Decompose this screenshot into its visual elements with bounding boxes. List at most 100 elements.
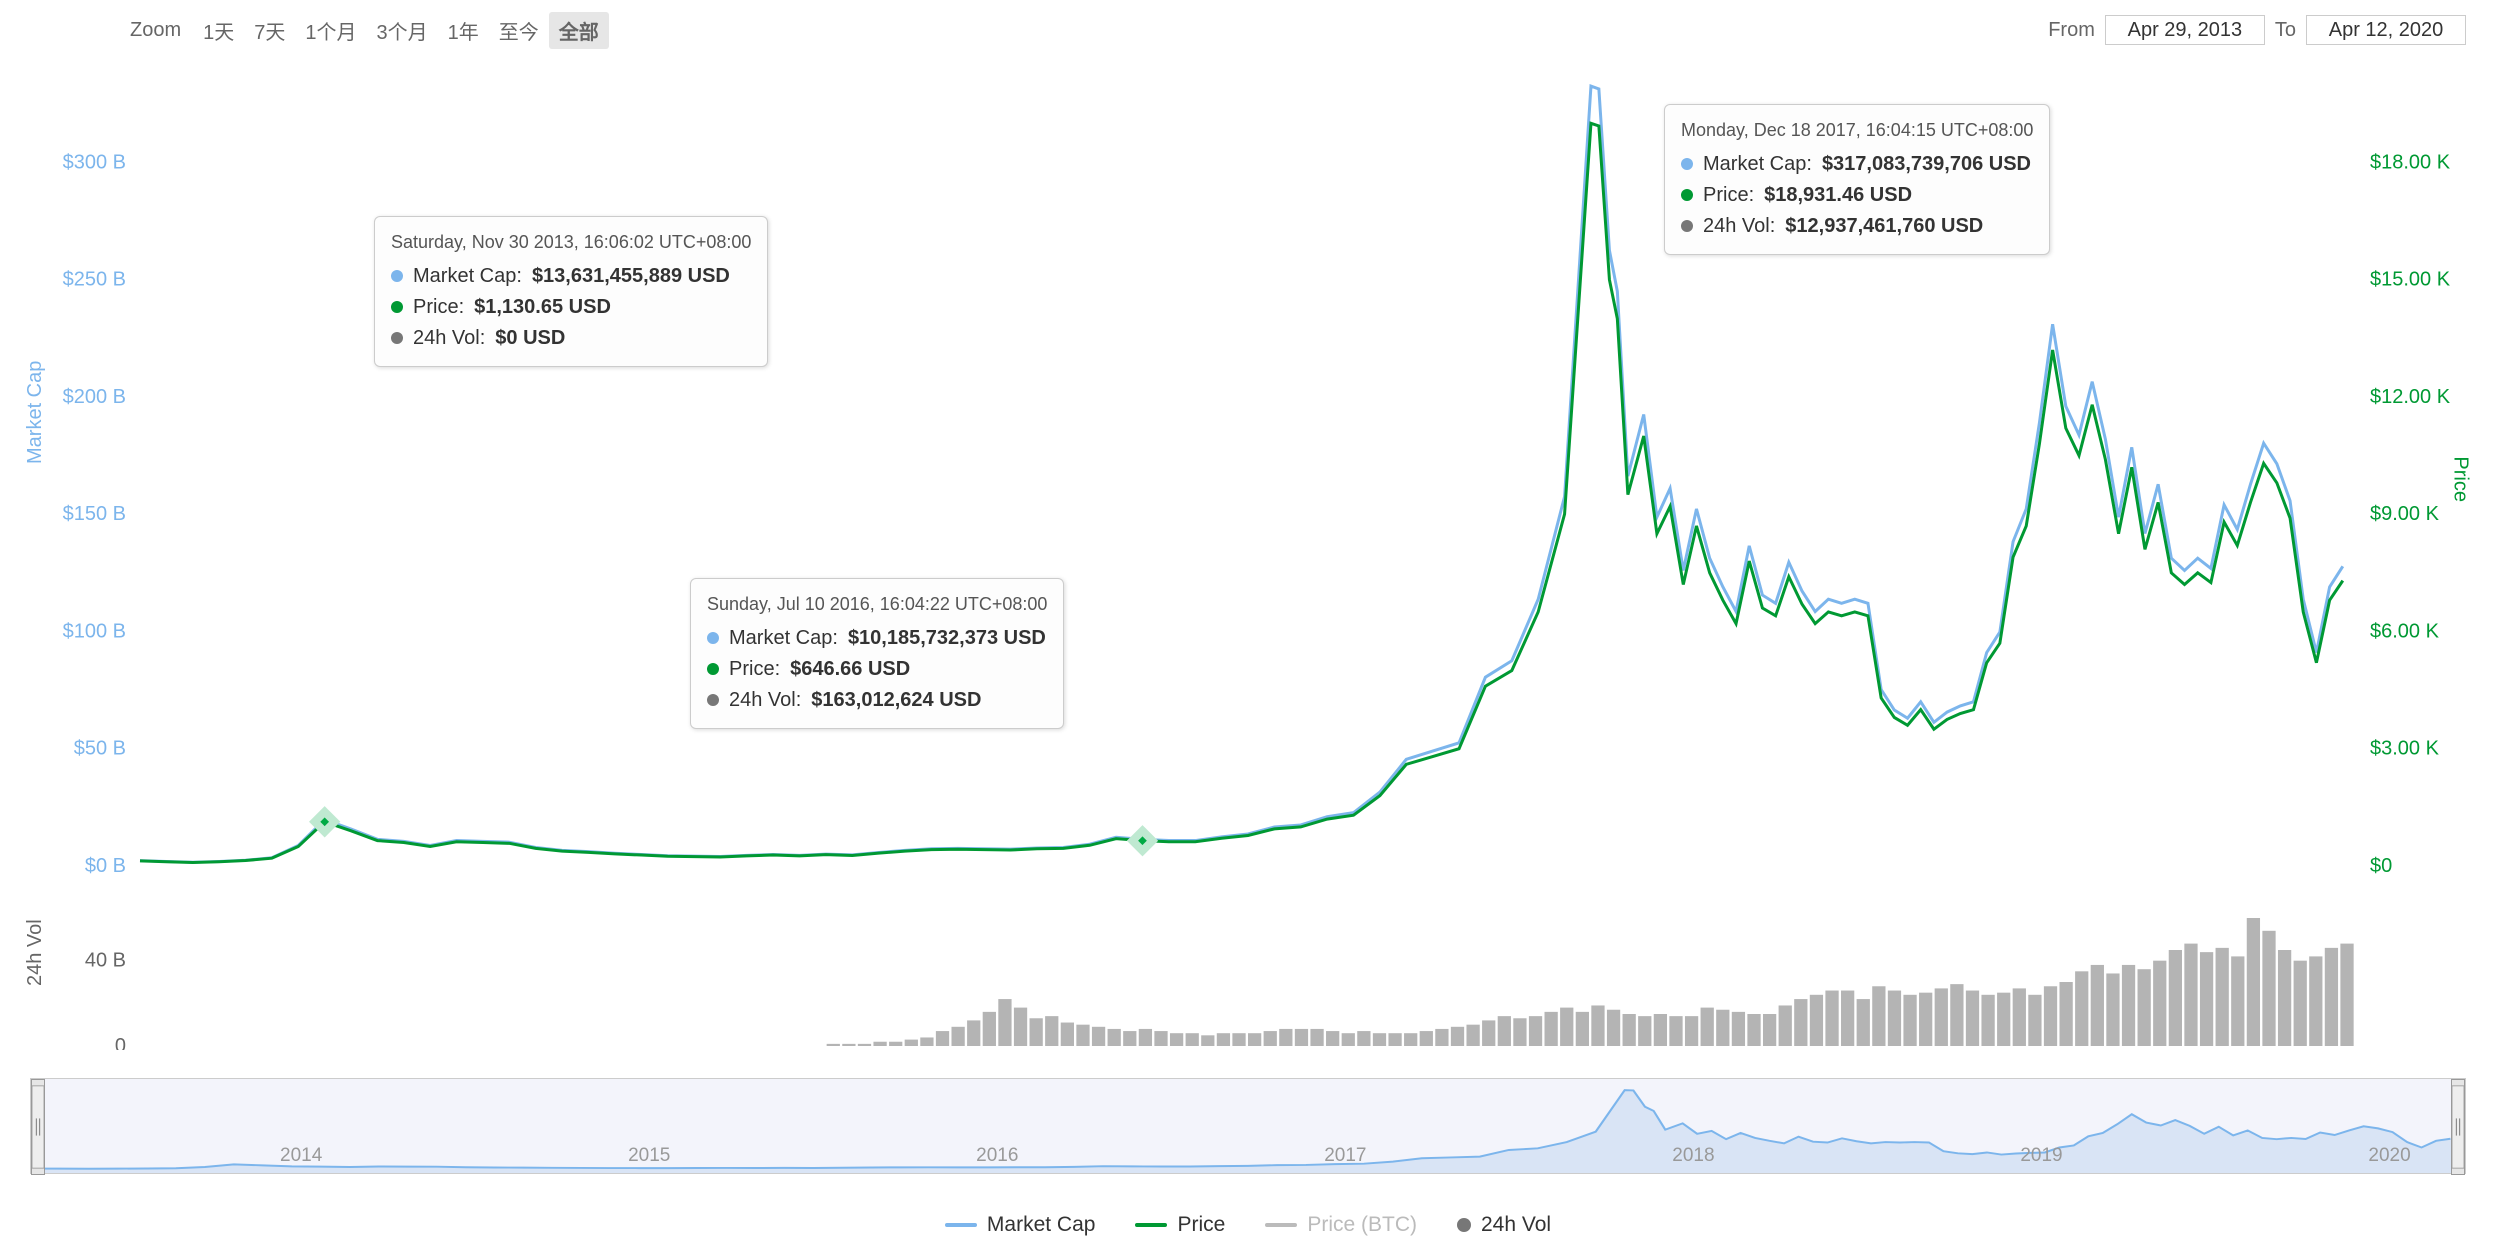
tooltip-row: Market Cap: $13,631,455,889 USD	[391, 261, 751, 292]
navigator-year-label: 2016	[976, 1145, 1018, 1167]
tooltip-row: Price: $646.66 USD	[707, 654, 1047, 685]
legend-circle-icon	[1457, 1218, 1471, 1232]
tooltip-dot-icon	[391, 332, 403, 344]
legend-label: Market Cap	[987, 1213, 1096, 1237]
tooltip-2: Monday, Dec 18 2017, 16:04:15 UTC+08:00 M…	[1664, 104, 2050, 255]
zoom-btn-4[interactable]: 1年	[438, 12, 489, 49]
tooltip-label: Price:	[729, 654, 780, 685]
tooltip-dot-icon	[1681, 189, 1693, 201]
legend-label: 24h Vol	[1481, 1213, 1551, 1237]
tooltip-row: Market Cap: $10,185,732,373 USD	[707, 623, 1047, 654]
legend-item[interactable]: Price	[1135, 1213, 1225, 1237]
tooltip-header: Monday, Dec 18 2017, 16:04:15 UTC+08:00	[1681, 117, 2033, 145]
tooltip-label: 24h Vol:	[413, 323, 485, 354]
legend-line-icon	[1265, 1223, 1297, 1227]
tooltip-label: Price:	[413, 292, 464, 323]
tooltip-value: $317,083,739,706 USD	[1822, 149, 2031, 180]
legend: Market Cap Price Price (BTC) 24h Vol	[0, 1213, 2496, 1237]
navigator-year-label: 2019	[2020, 1145, 2062, 1167]
svg-text:$150 B: $150 B	[63, 503, 126, 525]
navigator-handle-left[interactable]	[31, 1079, 45, 1175]
to-date-input[interactable]	[2306, 15, 2466, 45]
legend-line-icon	[1135, 1223, 1167, 1227]
svg-text:0: 0	[115, 1035, 126, 1050]
svg-text:$18.00 K: $18.00 K	[2370, 151, 2451, 173]
tooltip-dot-icon	[391, 270, 403, 282]
zoom-btn-5[interactable]: 至今	[489, 12, 549, 49]
tooltip-dot-icon	[707, 632, 719, 644]
svg-text:$0 B: $0 B	[85, 855, 126, 877]
tooltip-dot-icon	[707, 663, 719, 675]
navigator-year-label: 2018	[1672, 1145, 1714, 1167]
from-date-input[interactable]	[2105, 15, 2265, 45]
legend-label: Price	[1177, 1213, 1225, 1237]
legend-line-icon	[945, 1223, 977, 1227]
marker-diamond	[315, 812, 335, 832]
tooltip-label: Market Cap:	[413, 261, 522, 292]
svg-text:$9.00 K: $9.00 K	[2370, 503, 2440, 525]
tooltip-value: $1,130.65 USD	[474, 292, 611, 323]
svg-text:$300 B: $300 B	[63, 151, 126, 173]
tooltip-dot-icon	[1681, 158, 1693, 170]
svg-text:$6.00 K: $6.00 K	[2370, 620, 2440, 642]
svg-text:40 B: 40 B	[85, 950, 126, 972]
tooltip-row: Price: $1,130.65 USD	[391, 292, 751, 323]
tooltip-label: Market Cap:	[1703, 149, 1812, 180]
tooltip-label: Price:	[1703, 180, 1754, 211]
svg-text:$3.00 K: $3.00 K	[2370, 738, 2440, 760]
legend-item[interactable]: 24h Vol	[1457, 1213, 1551, 1237]
zoom-btn-3[interactable]: 3个月	[367, 12, 438, 49]
svg-text:$50 B: $50 B	[74, 738, 126, 760]
tooltip-dot-icon	[1681, 220, 1693, 232]
legend-item[interactable]: Market Cap	[945, 1213, 1096, 1237]
svg-text:$200 B: $200 B	[63, 386, 126, 408]
to-label: To	[2275, 19, 2296, 42]
chart-zone[interactable]: Market Cap Price 24h Vol $0 B$50 B$100 B…	[30, 48, 2466, 1050]
tooltip-row: Price: $18,931.46 USD	[1681, 180, 2033, 211]
svg-text:$250 B: $250 B	[63, 269, 126, 291]
tooltip-value: $10,185,732,373 USD	[848, 623, 1046, 654]
tooltip-row: 24h Vol: $12,937,461,760 USD	[1681, 211, 2033, 242]
navigator-svg	[31, 1079, 2465, 1173]
tooltip-value: $163,012,624 USD	[811, 685, 981, 716]
navigator-year-label: 2014	[280, 1145, 322, 1167]
tooltip-row: Market Cap: $317,083,739,706 USD	[1681, 149, 2033, 180]
tooltip-value: $646.66 USD	[790, 654, 910, 685]
tooltip-value: $13,631,455,889 USD	[532, 261, 730, 292]
svg-text:$100 B: $100 B	[63, 620, 126, 642]
marker-diamond	[1132, 831, 1152, 851]
main-chart-svg: $0 B $50 B $100 B $150 B $200 B $250 B $300 B $…	[30, 48, 2466, 1050]
svg-text:$12.00 K: $12.00 K	[2370, 386, 2451, 408]
navigator[interactable]: 2014 2015 2016 2017 2018 2019 2020	[30, 1078, 2466, 1174]
tooltip-value: $12,937,461,760 USD	[1785, 211, 1983, 242]
zoom-label: Zoom	[130, 19, 181, 42]
tooltip-dot-icon	[707, 694, 719, 706]
tooltip-label: 24h Vol:	[729, 685, 801, 716]
tooltip-header: Saturday, Nov 30 2013, 16:06:02 UTC+08:0…	[391, 229, 751, 257]
tooltip-0: Saturday, Nov 30 2013, 16:06:02 UTC+08:0…	[374, 216, 768, 367]
chart-container: Zoom 1天7天1个月3个月1年至今全部 From To Market Cap…	[0, 0, 2496, 1241]
zoom-btn-6[interactable]: 全部	[549, 12, 609, 49]
top-bar: Zoom 1天7天1个月3个月1年至今全部 From To	[30, 12, 2466, 48]
zoom-btn-0[interactable]: 1天	[193, 12, 244, 49]
navigator-year-label: 2015	[628, 1145, 670, 1167]
zoom-btn-1[interactable]: 7天	[244, 12, 295, 49]
zoom-btn-2[interactable]: 1个月	[295, 12, 366, 49]
navigator-handle-right[interactable]	[2451, 1079, 2465, 1175]
navigator-year-label: 2020	[2368, 1145, 2410, 1167]
tooltip-label: 24h Vol:	[1703, 211, 1775, 242]
tooltip-row: 24h Vol: $0 USD	[391, 323, 751, 354]
legend-label: Price (BTC)	[1307, 1213, 1417, 1237]
tooltip-value: $0 USD	[495, 323, 565, 354]
tooltip-header: Sunday, Jul 10 2016, 16:04:22 UTC+08:00	[707, 591, 1047, 619]
tooltip-row: 24h Vol: $163,012,624 USD	[707, 685, 1047, 716]
svg-text:$15.00 K: $15.00 K	[2370, 269, 2451, 291]
zoom-group: Zoom 1天7天1个月3个月1年至今全部	[130, 12, 609, 49]
range-group: From To	[2048, 15, 2466, 45]
tooltip-value: $18,931.46 USD	[1764, 180, 1912, 211]
legend-item[interactable]: Price (BTC)	[1265, 1213, 1417, 1237]
svg-text:$0: $0	[2370, 855, 2392, 877]
tooltip-label: Market Cap:	[729, 623, 838, 654]
navigator-year-label: 2017	[1324, 1145, 1366, 1167]
tooltip-1: Sunday, Jul 10 2016, 16:04:22 UTC+08:00 M…	[690, 578, 1064, 729]
